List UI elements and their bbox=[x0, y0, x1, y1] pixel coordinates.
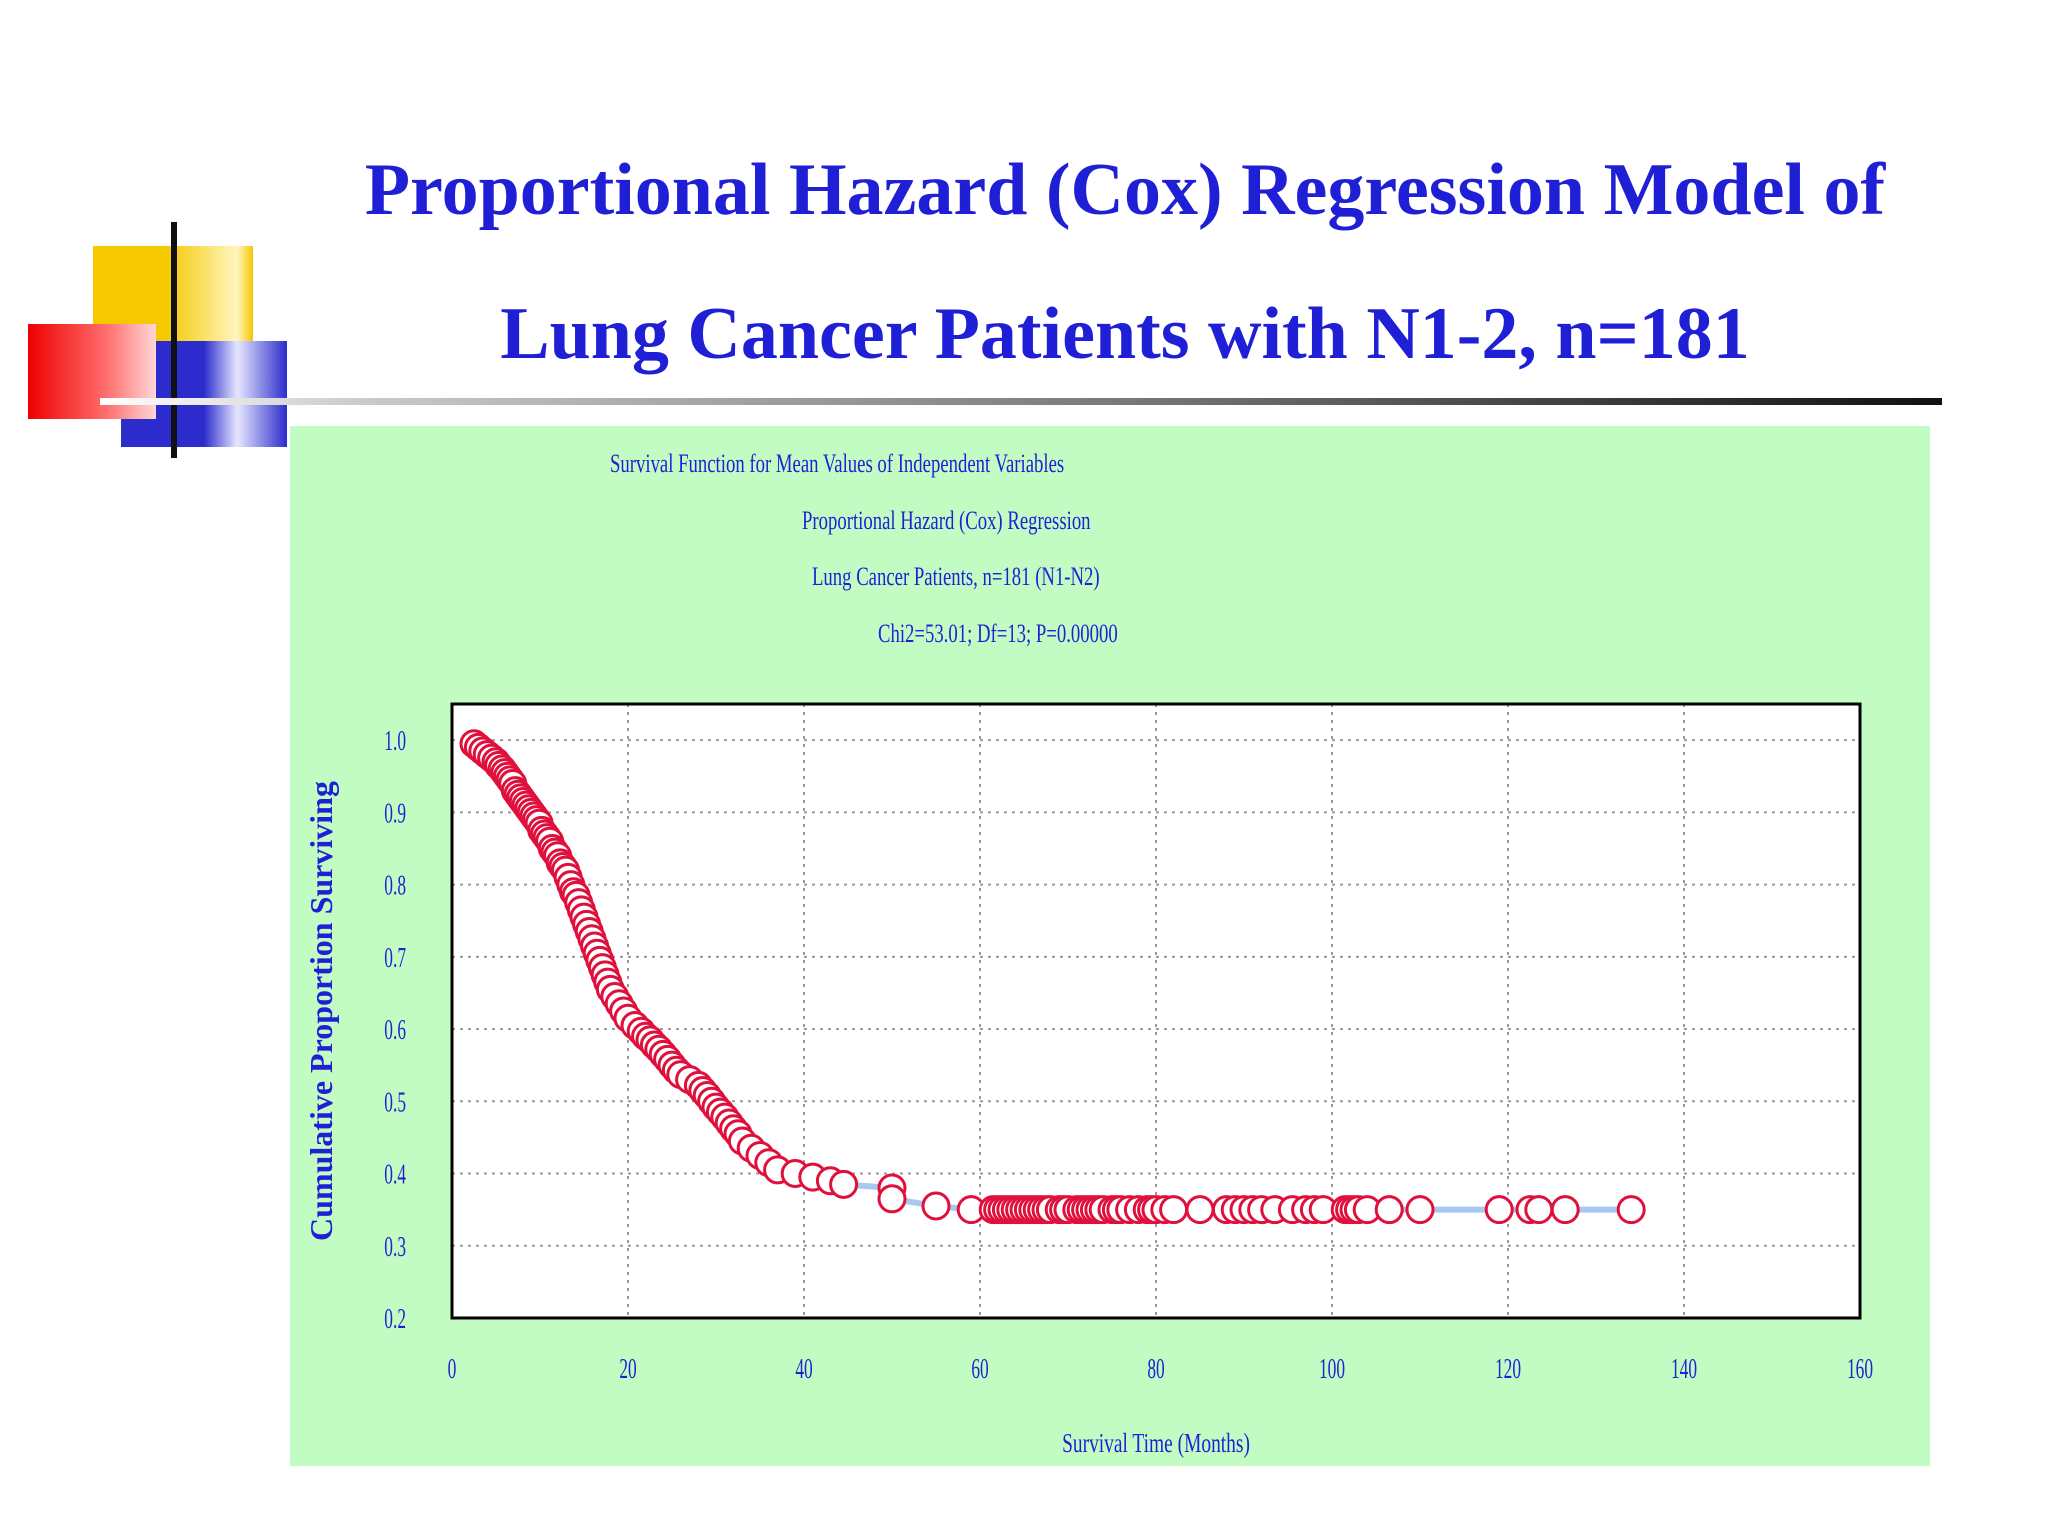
chart-title-line-1: Survival Function for Mean Values of Ind… bbox=[610, 449, 1065, 478]
chart-title-line-2: Proportional Hazard (Cox) Regression bbox=[802, 506, 1091, 535]
y-axis-label: Cumulative Proportion Surviving bbox=[303, 781, 339, 1241]
x-tick-label: 40 bbox=[795, 1354, 812, 1385]
y-tick-label: 0.7 bbox=[384, 943, 406, 974]
chart-panel: Survival Function for Mean Values of Ind… bbox=[290, 426, 1930, 1466]
x-tick-label: 140 bbox=[1671, 1354, 1697, 1385]
y-tick-label: 0.3 bbox=[384, 1232, 406, 1263]
x-tick-label: 160 bbox=[1847, 1354, 1873, 1385]
data-point bbox=[1374, 1195, 1404, 1225]
x-tick-label: 100 bbox=[1319, 1354, 1345, 1385]
survival-chart: 0 20 40 60 80 100 120 140 160 0.2 0.3 0.4 0.5 0.6 0.7 0… bbox=[303, 702, 1873, 1459]
slide-title-line-2: Lung Cancer Patients with N1-2, n=181 bbox=[500, 293, 1750, 375]
y-tick-label: 0.5 bbox=[384, 1087, 406, 1118]
y-tick-label: 1.0 bbox=[384, 726, 406, 757]
chart-title-line-4: Chi2=53.01; Df=13; P=0.00000 bbox=[878, 619, 1118, 648]
data-point bbox=[1405, 1195, 1435, 1225]
slide-title-line-1: Proportional Hazard (Cox) Regression Mod… bbox=[364, 149, 1886, 231]
y-tick-label: 0.8 bbox=[384, 871, 406, 902]
data-point bbox=[1159, 1195, 1189, 1225]
chart-title-line-3: Lung Cancer Patients, n=181 (N1-N2) bbox=[812, 562, 1100, 591]
y-tick-label: 0.4 bbox=[384, 1159, 406, 1190]
x-axis-label: Survival Time (Months) bbox=[1062, 1429, 1250, 1459]
deco-horizontal-rule bbox=[100, 398, 1942, 405]
data-point bbox=[829, 1169, 859, 1199]
data-point bbox=[877, 1184, 907, 1214]
plot-frame bbox=[450, 702, 1862, 1320]
data-point bbox=[921, 1191, 951, 1221]
x-tick-label: 60 bbox=[971, 1354, 988, 1385]
x-tick-label: 20 bbox=[619, 1354, 636, 1385]
data-point bbox=[1185, 1195, 1215, 1225]
data-point bbox=[1484, 1195, 1514, 1225]
data-point bbox=[1524, 1195, 1554, 1225]
data-point bbox=[1550, 1195, 1580, 1225]
data-point bbox=[1616, 1195, 1646, 1225]
x-tick-label: 0 bbox=[448, 1354, 457, 1385]
y-tick-label: 0.9 bbox=[384, 798, 406, 829]
x-tick-label: 80 bbox=[1147, 1354, 1164, 1385]
y-tick-label: 0.6 bbox=[384, 1015, 406, 1046]
deco-vertical-line bbox=[171, 222, 177, 458]
x-tick-label: 120 bbox=[1495, 1354, 1521, 1385]
y-tick-label: 0.2 bbox=[384, 1304, 406, 1335]
